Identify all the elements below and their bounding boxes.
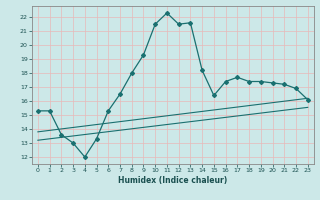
- X-axis label: Humidex (Indice chaleur): Humidex (Indice chaleur): [118, 176, 228, 185]
